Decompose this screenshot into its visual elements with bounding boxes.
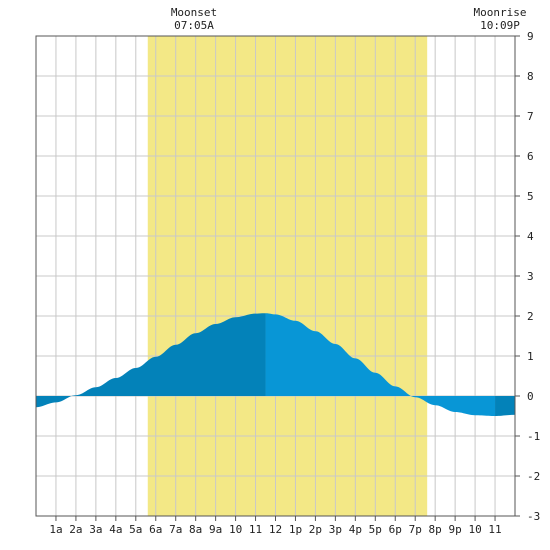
x-tick-label: 4a <box>109 523 122 536</box>
y-tick-label: 0 <box>527 390 534 403</box>
x-tick-label: 1a <box>49 523 62 536</box>
y-tick-label: -1 <box>527 430 540 443</box>
y-tick-label: 3 <box>527 270 534 283</box>
x-tick-label: 11 <box>488 523 501 536</box>
x-tick-label: 9a <box>209 523 222 536</box>
moonrise-label: Moonrise <box>474 6 527 19</box>
y-tick-label: -2 <box>527 470 540 483</box>
tide-segment <box>265 313 496 416</box>
y-tick-label: 7 <box>527 110 534 123</box>
x-tick-label: 3p <box>329 523 342 536</box>
y-tick-label: 1 <box>527 350 534 363</box>
y-tick-label: 2 <box>527 310 534 323</box>
tide-segment <box>36 313 266 408</box>
x-tick-label: 6p <box>389 523 402 536</box>
moonset-time: 07:05A <box>174 19 214 32</box>
x-tick-label: 10 <box>468 523 481 536</box>
tide-area <box>36 313 515 416</box>
y-axis-ticks: -3 -2 -1 0 1 2 3 4 5 6 7 8 9 <box>515 30 540 523</box>
x-tick-label: 1p <box>289 523 302 536</box>
x-tick-label: 7a <box>169 523 182 536</box>
tide-segment <box>495 396 515 416</box>
x-tick-label: 5p <box>369 523 382 536</box>
x-tick-label: 9p <box>449 523 462 536</box>
y-tick-label: 8 <box>527 70 534 83</box>
y-tick-label: -3 <box>527 510 540 523</box>
grid-lines <box>36 35 515 517</box>
x-tick-label: 2a <box>69 523 82 536</box>
x-tick-label: 8a <box>189 523 202 536</box>
moonrise-time: 10:09P <box>480 19 520 32</box>
x-tick-label: 4p <box>349 523 362 536</box>
x-tick-label: 8p <box>429 523 442 536</box>
y-tick-label: 4 <box>527 230 534 243</box>
x-tick-label: 5a <box>129 523 142 536</box>
moonset-label: Moonset <box>171 6 217 19</box>
x-tick-label: 7p <box>409 523 422 536</box>
x-tick-label: 12 <box>269 523 282 536</box>
y-tick-label: 9 <box>527 30 534 43</box>
x-tick-label: 6a <box>149 523 162 536</box>
y-tick-label: 6 <box>527 150 534 163</box>
x-tick-label: 3a <box>89 523 102 536</box>
x-tick-label: 11 <box>249 523 262 536</box>
y-tick-label: 5 <box>527 190 534 203</box>
x-tick-label: 2p <box>309 523 322 536</box>
x-axis-ticks: 1a 2a 3a 4a 5a 6a 7a 8a 9a 10 11 12 1p 2p 3p 4p 5p 6p 7p 8p… <box>49 516 502 536</box>
x-tick-label: 10 <box>229 523 242 536</box>
